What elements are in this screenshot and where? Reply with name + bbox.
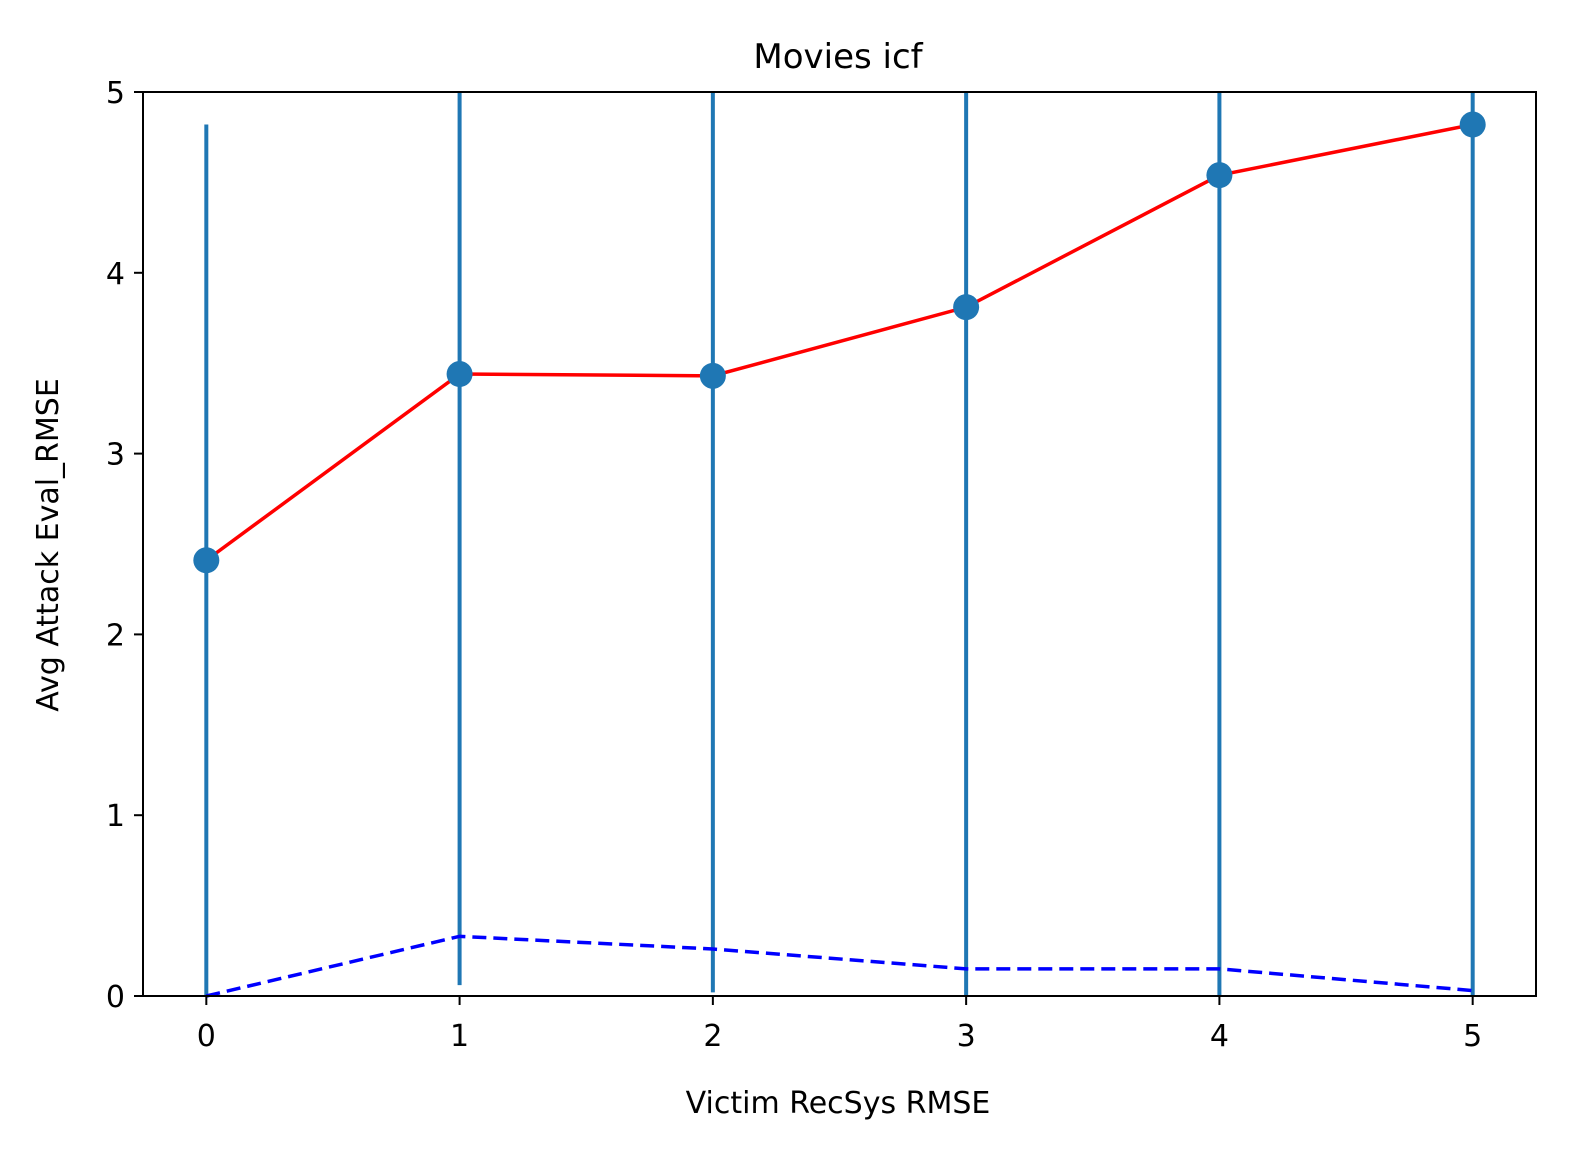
y-tick-label: 5 (106, 76, 125, 111)
x-tick-label: 0 (197, 1019, 216, 1054)
x-tick-label: 5 (1463, 1019, 1482, 1054)
y-tick-label: 2 (106, 618, 125, 653)
x-axis-label: Victim RecSys RMSE (686, 1086, 991, 1121)
y-tick-label: 0 (106, 980, 125, 1015)
data-point (699, 362, 726, 389)
y-tick-label: 3 (106, 438, 125, 473)
data-point (446, 361, 473, 388)
x-tick-label: 1 (450, 1019, 469, 1054)
plot-area: 0 1 2 3 4 5 0 1 2 3 4 5 (106, 76, 1537, 1054)
x-tick-label: 2 (703, 1019, 722, 1054)
y-tick-label: 4 (106, 257, 125, 292)
x-tick-label: 3 (957, 1019, 976, 1054)
data-point (1206, 162, 1233, 189)
data-point (1459, 111, 1486, 138)
chart-title: Movies icf (753, 37, 923, 77)
data-point (193, 547, 220, 574)
series-line-2 (205, 934, 1473, 998)
y-axis-label: Avg Attack Eval_RMSE (31, 378, 66, 712)
axes-frame (142, 91, 1537, 997)
x-tick-label: 4 (1210, 1019, 1229, 1054)
data-point (953, 294, 980, 321)
series-line-1 (205, 122, 1474, 562)
y-tick-label: 1 (106, 799, 125, 834)
